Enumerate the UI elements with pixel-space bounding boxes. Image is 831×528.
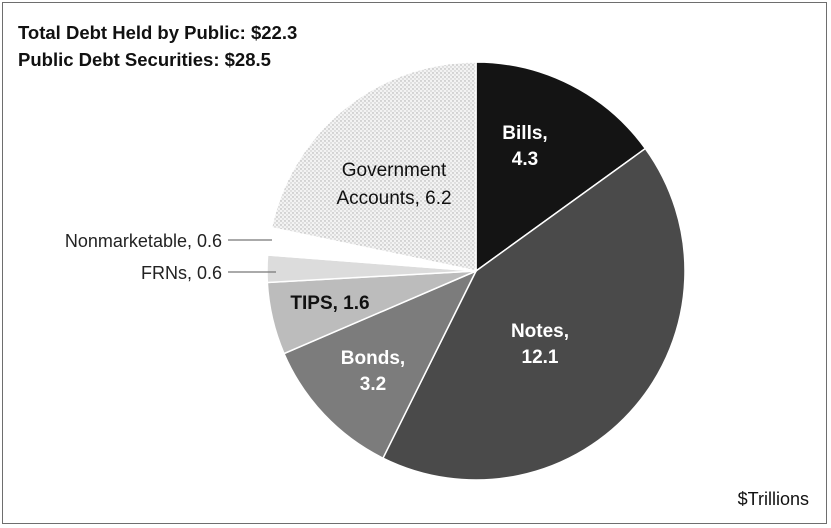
- public-debt-securities-note: Public Debt Securities: $28.5: [18, 49, 271, 70]
- slice-label-frns: FRNs, 0.6: [141, 263, 222, 283]
- slice-value-bills: 4.3: [512, 149, 538, 170]
- slice-value-bonds: 3.2: [360, 374, 386, 395]
- slice-value-notes: 12.1: [522, 347, 559, 368]
- pie-slice-government-accounts: [270, 61, 477, 272]
- slice-label-tips: TIPS, 1.6: [290, 293, 369, 314]
- pie-slice-bills: [475, 61, 647, 273]
- total-debt-held-by-public-note: Total Debt Held by Public: $22.3: [18, 22, 298, 43]
- slice-label-nonmarketable: Nonmarketable, 0.6: [65, 231, 222, 251]
- pie-slice-notes: [381, 147, 686, 481]
- slice-label-government-accounts: Government: [342, 160, 447, 181]
- slice-label-notes: Notes,: [511, 321, 569, 342]
- pie-slice-bonds: [283, 269, 478, 460]
- slice-label-bills: Bills,: [502, 123, 547, 144]
- units-note: $Trillions: [737, 489, 809, 509]
- slice-value-government-accounts: Accounts, 6.2: [336, 188, 451, 209]
- slice-label-bonds: Bonds,: [341, 348, 405, 369]
